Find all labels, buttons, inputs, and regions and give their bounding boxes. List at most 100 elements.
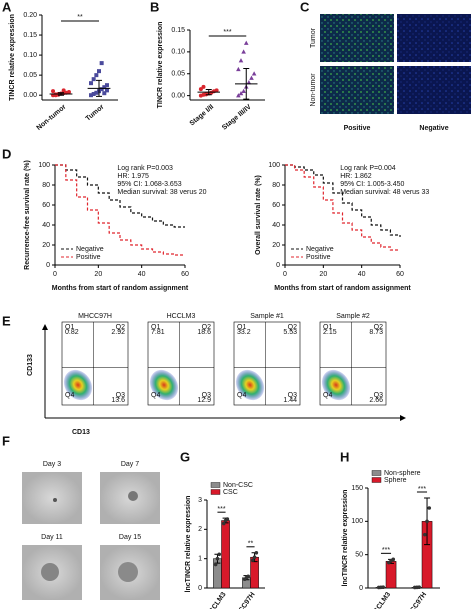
sphere <box>41 563 59 581</box>
quadrant-name: Q4 <box>237 392 246 399</box>
data-point <box>61 88 66 93</box>
data-point <box>104 83 109 88</box>
y-tick-label: 50 <box>355 552 363 559</box>
y-tick-label: 40 <box>42 222 50 229</box>
plot-title: HCCLM3 <box>167 313 196 320</box>
y-tick-label: 0.05 <box>23 72 37 79</box>
quadrant-value: 0.82 <box>65 329 79 336</box>
category-label: HCCLM3 <box>205 591 228 609</box>
data-point <box>241 88 246 94</box>
data-point <box>417 585 421 589</box>
stain-image <box>320 66 394 114</box>
legend-swatch <box>371 470 382 476</box>
x-tick-label: 0 <box>53 271 57 278</box>
legend-label: Non-sphere <box>384 470 421 477</box>
quadrant-name: Q3 <box>374 392 383 399</box>
quadrant-name: Q4 <box>151 392 160 399</box>
legend-label: Positive <box>306 254 331 261</box>
y-tick-label: 20 <box>272 242 280 249</box>
data-point <box>221 521 226 526</box>
quadrant-name: Q1 <box>151 324 160 331</box>
data-point <box>423 532 427 537</box>
sphere <box>118 562 138 582</box>
x-axis-label: CD13 <box>72 429 90 436</box>
quadrant-name: Q2 <box>202 324 211 331</box>
sphere <box>128 491 138 501</box>
significance: *** <box>223 29 231 36</box>
legend-label: Positive <box>76 254 101 261</box>
quadrant-name: Q4 <box>323 392 332 399</box>
cell-density <box>63 369 93 401</box>
quadrant-value: 33.2 <box>237 329 251 336</box>
data-point <box>97 69 101 74</box>
quadrant-name: Q2 <box>116 324 125 331</box>
data-point <box>66 89 71 94</box>
survival-curve <box>55 164 185 228</box>
day-label: Day 7 <box>121 461 139 468</box>
significance: *** <box>217 506 225 513</box>
quadrant-value: 1.44 <box>283 397 297 404</box>
survival-curve <box>55 164 185 256</box>
data-point <box>51 89 56 94</box>
quadrant-name: Q1 <box>323 324 332 331</box>
category-label: MHCC97H <box>403 591 428 609</box>
data-point <box>238 90 244 96</box>
annotation: Median survival: 38 verus 20 <box>117 189 206 196</box>
annotation: Log rank P=0.003 <box>117 165 173 172</box>
annotation: Log rank P=0.004 <box>340 165 396 172</box>
y-tick-label: 60 <box>42 202 50 209</box>
data-point <box>391 557 396 562</box>
legend-label: CSC <box>223 489 238 496</box>
y-tick-label: 0.00 <box>171 92 185 99</box>
error-bar <box>58 92 64 96</box>
quadrant-value: 13.6 <box>111 397 125 404</box>
data-point <box>241 49 246 54</box>
x-tick-label: 60 <box>181 271 189 278</box>
legend-label: Negative <box>306 246 334 253</box>
quadrant-value: 5.53 <box>283 329 297 336</box>
annotation: Median survival: 48 verus 33 <box>340 189 429 196</box>
data-point <box>198 87 203 92</box>
y-tick-label: 0.15 <box>23 32 37 39</box>
legend-swatch <box>210 482 221 488</box>
panel-label: C <box>300 0 310 14</box>
category-label: Stage I/II <box>189 104 216 128</box>
data-point <box>225 517 230 521</box>
quadrant-name: Q3 <box>288 392 297 399</box>
survival-curve <box>285 164 401 237</box>
y-tick-label: 0.20 <box>23 12 37 19</box>
annotation: 95% CI: 1.005-3.450 <box>340 181 404 188</box>
quadrant-name: Q3 <box>116 392 125 399</box>
data-point <box>91 91 96 96</box>
stain-image <box>397 14 471 62</box>
data-point <box>102 91 107 96</box>
data-point <box>238 58 244 63</box>
data-point <box>215 556 220 561</box>
error-bar <box>243 68 250 100</box>
category-label: Tumor <box>85 103 106 122</box>
x-tick-label: 20 <box>319 271 327 278</box>
sphere-image <box>22 472 82 524</box>
data-point <box>201 84 206 89</box>
quadrant-name: Q2 <box>374 324 383 331</box>
annotation: 95% CI: 1.068-3.653 <box>117 181 181 188</box>
data-point <box>252 555 257 559</box>
x-tick-label: 60 <box>396 271 404 278</box>
data-point <box>89 81 94 86</box>
y-tick-label: 100 <box>38 162 50 169</box>
data-point <box>104 88 109 93</box>
cell-density <box>321 369 351 401</box>
error-bar <box>205 89 212 96</box>
y-tick-label: 40 <box>272 222 280 229</box>
y-tick-label: 3 <box>198 497 202 504</box>
quadrant-value: 2.92 <box>111 329 125 336</box>
data-point <box>214 88 219 93</box>
bar <box>385 561 397 589</box>
stain-image <box>320 14 394 62</box>
panel-label: F <box>2 433 10 448</box>
plot-title: Sample #2 <box>336 313 370 320</box>
error-bar <box>96 79 102 97</box>
category-label: Non-tumor <box>36 103 68 132</box>
data-point <box>246 574 251 579</box>
